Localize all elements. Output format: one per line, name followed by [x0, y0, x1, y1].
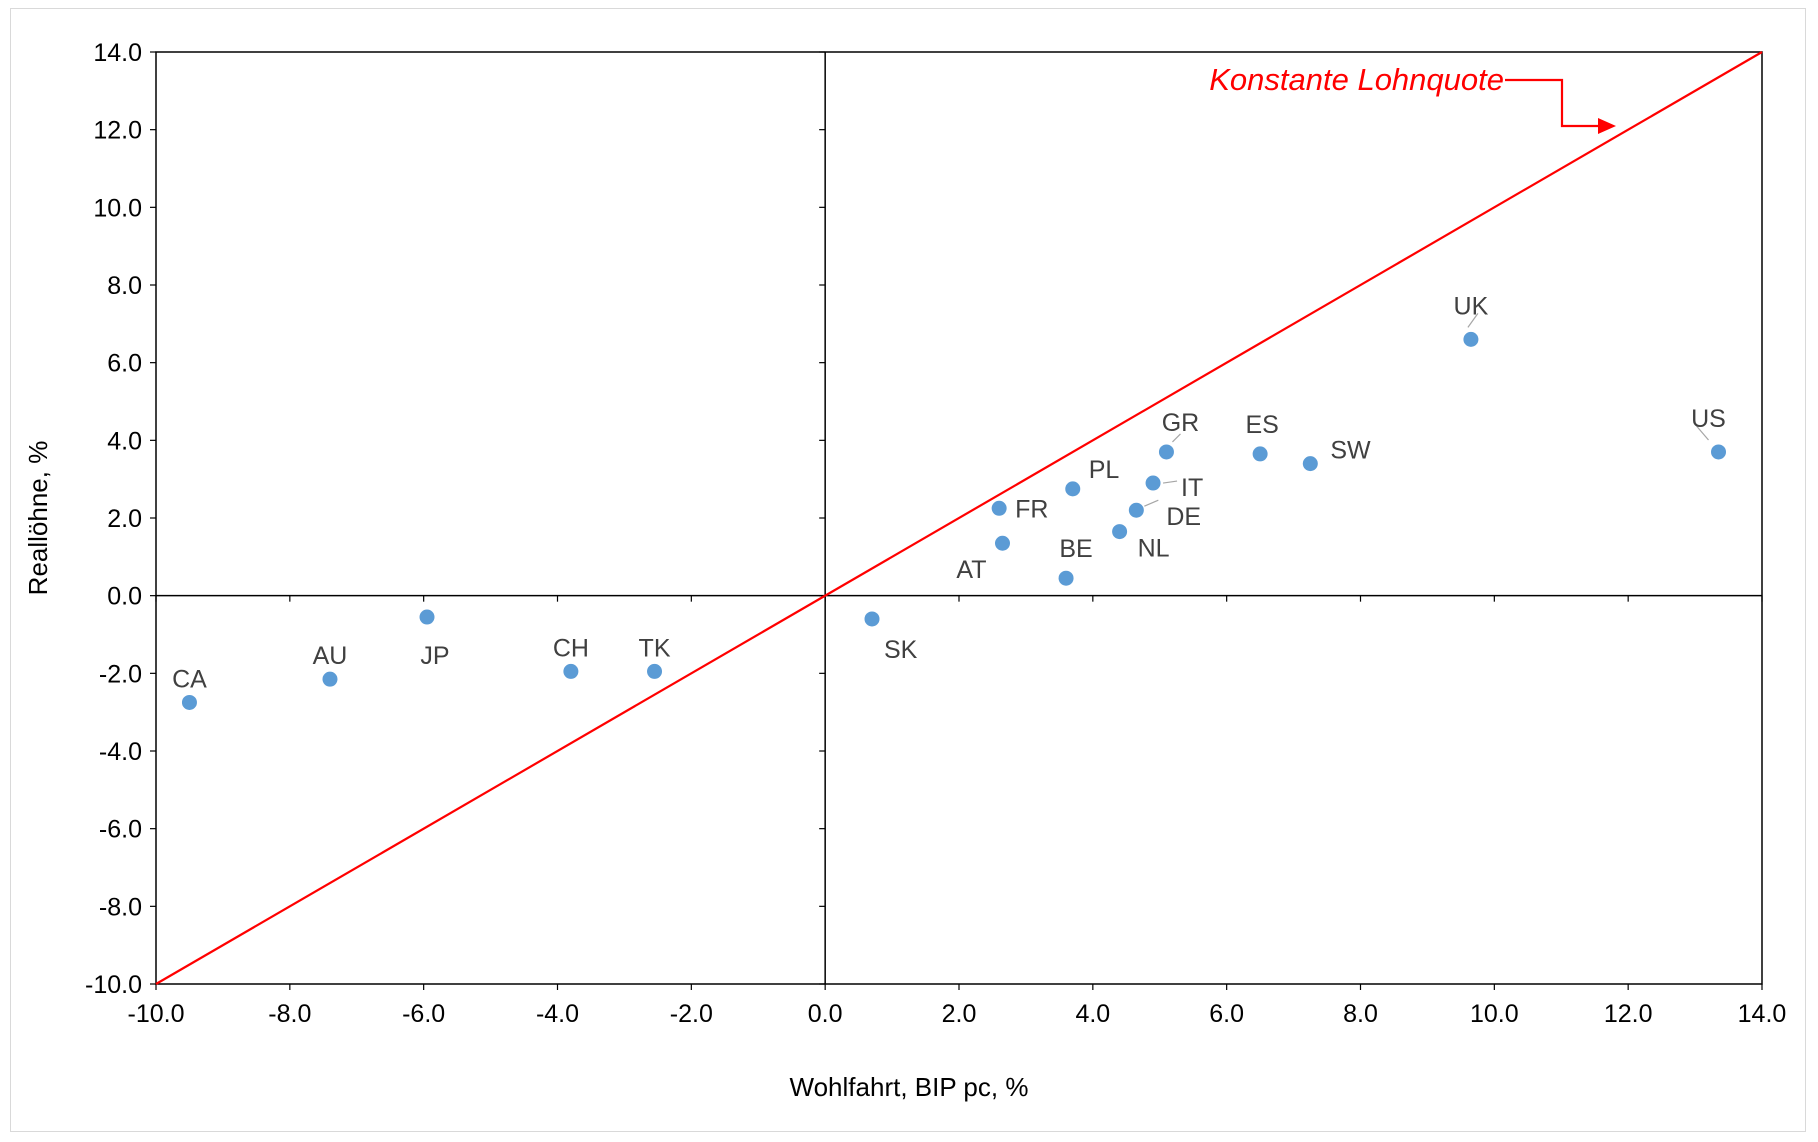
x-tick-label: 10.0	[1470, 1000, 1519, 1028]
x-tick-label: 0.0	[808, 1000, 843, 1028]
point-label-ch: CH	[553, 634, 589, 662]
data-point-pl	[1065, 481, 1081, 497]
x-tick-label: -8.0	[268, 1000, 311, 1028]
point-label-us: US	[1691, 405, 1726, 433]
x-tick-label: -6.0	[402, 1000, 445, 1028]
x-tick-label: 4.0	[1075, 1000, 1110, 1028]
data-point-sw	[1302, 456, 1318, 472]
chart-frame	[10, 8, 1806, 1132]
point-label-nl: NL	[1138, 535, 1170, 563]
point-label-jp: JP	[420, 642, 449, 670]
leader-line-it	[1162, 480, 1178, 484]
x-tick-label: -2.0	[670, 1000, 713, 1028]
x-tick-label: 14.0	[1738, 1000, 1787, 1028]
annotation-connector	[1505, 78, 1600, 128]
data-point-tk	[647, 663, 663, 679]
data-point-it	[1145, 475, 1161, 491]
data-point-at	[994, 535, 1010, 551]
point-label-pl: PL	[1089, 456, 1120, 484]
data-point-be	[1058, 570, 1074, 586]
leader-line-us	[1696, 425, 1709, 441]
point-label-sk: SK	[884, 636, 918, 664]
y-tick-label: -2.0	[99, 660, 142, 688]
y-tick-label: 14.0	[93, 39, 142, 67]
x-tick-label: -10.0	[128, 1000, 185, 1028]
y-tick-label: 8.0	[107, 272, 142, 300]
y-tick-label: 0.0	[107, 583, 142, 611]
point-label-gr: GR	[1162, 409, 1200, 437]
leader-line-uk	[1467, 313, 1479, 328]
data-point-ch	[563, 663, 579, 679]
y-tick-label: 6.0	[107, 350, 142, 378]
point-label-sw: SW	[1330, 437, 1371, 465]
y-tick-label: 4.0	[107, 427, 142, 455]
x-tick-label: 2.0	[942, 1000, 977, 1028]
y-tick-label: 12.0	[93, 117, 142, 145]
x-tick-label: 8.0	[1343, 1000, 1378, 1028]
x-axis-title: Wohlfahrt, BIP pc, %	[790, 1072, 1029, 1102]
x-tick-label: 6.0	[1209, 1000, 1244, 1028]
x-tick-label: 12.0	[1604, 1000, 1653, 1028]
point-label-it: IT	[1181, 474, 1203, 502]
point-label-au: AU	[313, 642, 348, 670]
data-point-gr	[1158, 444, 1174, 460]
point-label-es: ES	[1245, 411, 1278, 439]
point-label-ca: CA	[172, 665, 207, 693]
data-point-uk	[1463, 331, 1479, 347]
y-axis-title: Reallöhne, %	[23, 441, 53, 596]
y-tick-label: 10.0	[93, 194, 142, 222]
data-point-es	[1252, 446, 1268, 462]
leader-line-de	[1144, 499, 1159, 507]
x-tick-label: -4.0	[536, 1000, 579, 1028]
point-label-uk: UK	[1454, 292, 1489, 320]
data-point-nl	[1112, 524, 1128, 540]
data-point-jp	[419, 609, 435, 625]
y-tick-label: -10.0	[85, 971, 142, 999]
data-point-au	[322, 671, 338, 687]
point-label-tk: TK	[639, 634, 671, 662]
annotation-arrowhead	[1598, 118, 1616, 134]
leader-line-gr	[1172, 433, 1181, 443]
y-tick-label: -6.0	[99, 816, 142, 844]
y-tick-label: -4.0	[99, 738, 142, 766]
point-label-be: BE	[1059, 535, 1092, 563]
data-point-us	[1711, 444, 1727, 460]
y-tick-label: -8.0	[99, 893, 142, 921]
data-point-ca	[181, 694, 197, 710]
data-point-de	[1128, 502, 1144, 518]
point-label-fr: FR	[1015, 495, 1048, 523]
point-label-at: AT	[956, 556, 986, 584]
constant-wage-share-line	[155, 51, 1763, 985]
reference-line-annotation: Konstante Lohnquote	[1209, 62, 1504, 97]
data-point-fr	[991, 500, 1007, 516]
data-point-sk	[864, 611, 880, 627]
point-label-de: DE	[1166, 503, 1201, 531]
y-tick-label: 2.0	[107, 505, 142, 533]
